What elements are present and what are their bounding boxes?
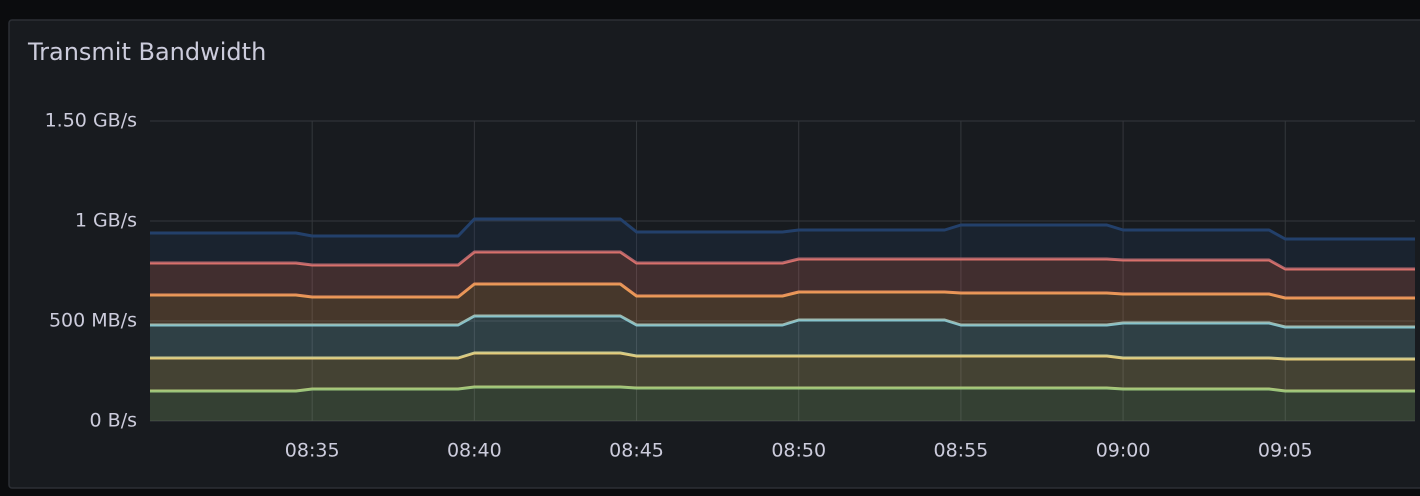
- x-tick-label: 08:45: [609, 440, 664, 462]
- area-band: [150, 316, 1415, 359]
- x-tick-label: 08:50: [771, 440, 826, 462]
- x-tick-label: 09:00: [1096, 440, 1151, 462]
- x-tick-label: 08:55: [934, 440, 989, 462]
- x-tick-label: 08:35: [285, 440, 340, 462]
- series-line: [150, 351, 1415, 361]
- series-line: [150, 282, 1415, 300]
- y-tick-label: 1 GB/s: [75, 210, 137, 232]
- area-band: [150, 353, 1415, 391]
- series-line: [150, 314, 1415, 329]
- y-tick-label: 0 B/s: [90, 410, 137, 432]
- series-line: [150, 217, 1415, 241]
- panel: [8, 19, 1420, 489]
- panel-title: Transmit Bandwidth: [27, 38, 266, 66]
- x-tick-label: 08:40: [447, 440, 502, 462]
- area-band: [150, 219, 1415, 269]
- x-tick-label: 09:05: [1258, 440, 1313, 462]
- y-tick-label: 500 MB/s: [49, 310, 137, 332]
- plot-area: 0 B/s 500 MB/s 1 GB/s 1.50 GB/s 08:35 08:40 08…: [45, 110, 1415, 462]
- area-band: [150, 284, 1415, 327]
- area-band: [150, 252, 1415, 298]
- y-tick-label: 1.50 GB/s: [45, 110, 137, 132]
- series-line: [150, 385, 1415, 393]
- area-band: [150, 387, 1415, 421]
- series-line: [150, 250, 1415, 271]
